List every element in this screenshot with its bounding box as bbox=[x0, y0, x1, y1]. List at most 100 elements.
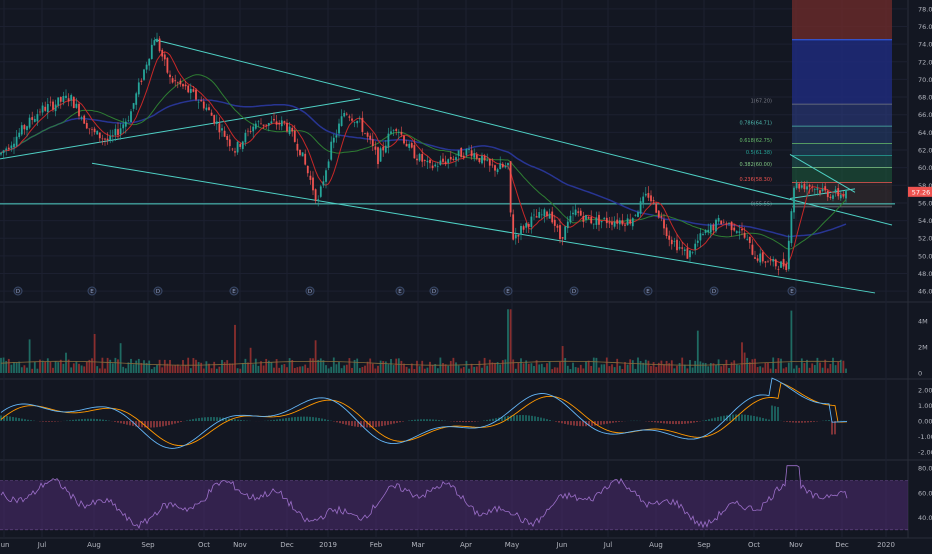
volume-bar bbox=[780, 359, 782, 373]
macd-histogram-bar bbox=[486, 420, 487, 421]
candle-body bbox=[551, 212, 553, 223]
candle-body bbox=[190, 89, 192, 93]
candle-body bbox=[767, 262, 769, 263]
candle-body bbox=[765, 261, 767, 262]
x-tick-label: Dec bbox=[835, 541, 849, 549]
macd-histogram-bar bbox=[804, 421, 805, 423]
price-tick-label: 68.00 bbox=[918, 94, 932, 102]
candle-body bbox=[375, 147, 377, 150]
macd-histogram-bar bbox=[150, 421, 151, 428]
candle-body bbox=[39, 112, 41, 113]
candle-body bbox=[349, 116, 351, 117]
candle-body bbox=[125, 122, 127, 127]
macd-histogram-bar bbox=[663, 421, 664, 423]
candle-body bbox=[169, 75, 171, 77]
volume-bar bbox=[726, 360, 728, 373]
candle-body bbox=[546, 212, 548, 216]
macd-histogram-bar bbox=[51, 421, 52, 422]
candle-body bbox=[408, 144, 410, 148]
candle-body bbox=[336, 135, 338, 137]
volume-bar bbox=[728, 368, 730, 373]
volume-tick-label: 4M bbox=[918, 318, 928, 326]
candle-body bbox=[388, 134, 390, 148]
candle-body bbox=[70, 95, 72, 100]
volume-bar bbox=[510, 309, 512, 373]
candle-body bbox=[536, 216, 538, 217]
candle-body bbox=[744, 233, 746, 238]
macd-histogram-bar bbox=[168, 421, 169, 425]
fib-zone-upper-red bbox=[792, 0, 892, 40]
macd-histogram-bar bbox=[408, 421, 409, 422]
candle-body bbox=[627, 218, 629, 225]
event-marker-label: E bbox=[790, 289, 794, 295]
volume-bar bbox=[125, 368, 127, 373]
candle-body bbox=[590, 217, 592, 223]
volume-bar bbox=[174, 365, 176, 373]
macd-histogram-bar bbox=[195, 418, 196, 421]
volume-bar bbox=[616, 359, 618, 373]
candle-body bbox=[226, 136, 228, 140]
candle-body bbox=[294, 131, 296, 142]
volume-bar bbox=[304, 365, 306, 373]
fibonacci-retracement: 1(67.20)0.786(64.71)0.618(62.75)0.5(61.3… bbox=[739, 0, 892, 207]
macd-histogram-bar bbox=[759, 417, 760, 421]
candle-body bbox=[577, 211, 579, 212]
macd-histogram-bar bbox=[813, 421, 814, 422]
macd-histogram-bar bbox=[384, 421, 385, 425]
volume-bar bbox=[817, 358, 819, 373]
candle-body bbox=[73, 97, 75, 108]
macd-tick-label: -1.00 bbox=[918, 433, 932, 441]
macd-histogram-bar bbox=[96, 419, 97, 421]
macd-histogram-bar bbox=[654, 421, 655, 422]
volume-bar bbox=[297, 367, 299, 373]
candle-body bbox=[390, 131, 392, 133]
candle-body bbox=[458, 150, 460, 155]
volume-bar bbox=[507, 309, 509, 373]
candle-body bbox=[380, 148, 382, 161]
candle-body bbox=[221, 128, 223, 130]
candle-body bbox=[518, 235, 520, 237]
candle-body bbox=[668, 236, 670, 240]
volume-bar bbox=[622, 369, 624, 373]
volume-bar bbox=[255, 359, 257, 373]
volume-bar bbox=[343, 365, 345, 373]
volume-bar bbox=[333, 357, 335, 373]
volume-bar bbox=[757, 367, 759, 373]
macd-histogram-bar bbox=[99, 419, 100, 421]
macd-histogram-bar bbox=[519, 415, 520, 421]
macd-histogram-bar bbox=[402, 421, 403, 422]
candle-body bbox=[359, 119, 361, 120]
volume-bar bbox=[650, 366, 652, 373]
volume-bar bbox=[271, 362, 273, 373]
candle-body bbox=[629, 220, 631, 224]
candle-body bbox=[447, 159, 449, 163]
volume-bar bbox=[705, 363, 707, 373]
volume-bar bbox=[811, 363, 813, 373]
price-tick-label: 60.00 bbox=[918, 164, 932, 172]
volume-bar bbox=[78, 364, 80, 373]
macd-histogram-bar bbox=[45, 421, 46, 422]
rsi-tick-label: 80.00 bbox=[918, 465, 932, 473]
volume-bar bbox=[759, 366, 761, 373]
volume-bar bbox=[809, 368, 811, 373]
macd-histogram-bar bbox=[9, 416, 10, 421]
candle-body bbox=[822, 189, 824, 191]
candle-body bbox=[343, 113, 345, 116]
candle-body bbox=[393, 130, 395, 131]
fib-zone bbox=[792, 155, 892, 167]
volume-bar bbox=[364, 366, 366, 373]
candle-body bbox=[471, 150, 473, 156]
candle-body bbox=[354, 122, 356, 123]
candle-body bbox=[76, 104, 78, 108]
volume-bar bbox=[419, 366, 421, 373]
volume-bar bbox=[148, 361, 150, 373]
macd-histogram-bar bbox=[600, 421, 601, 425]
volume-bar bbox=[252, 364, 254, 373]
candle-body bbox=[13, 144, 15, 147]
macd-histogram-bar bbox=[87, 419, 88, 421]
candle-body bbox=[502, 164, 504, 167]
macd-histogram-bar bbox=[615, 421, 616, 422]
volume-bar bbox=[772, 357, 774, 373]
